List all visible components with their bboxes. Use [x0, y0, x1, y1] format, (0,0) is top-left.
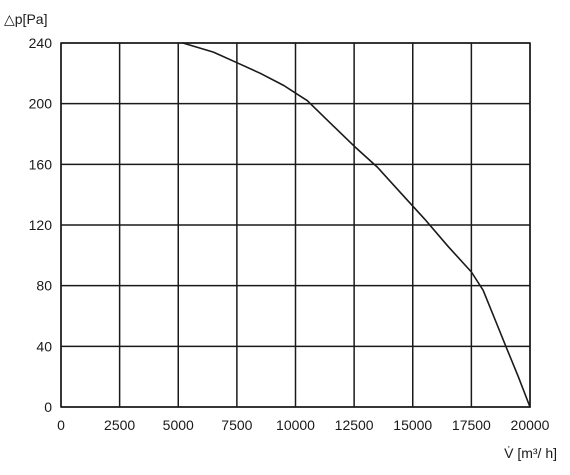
grid	[60, 42, 531, 408]
y-tick-label: 240	[29, 35, 53, 51]
x-axis-title: V̇ [m³/ h]	[504, 445, 557, 461]
y-axis-title: △p[Pa]	[4, 11, 47, 27]
y-tick-label: 160	[29, 156, 53, 172]
x-tick-label: 2500	[104, 417, 135, 433]
series-line	[182, 42, 531, 408]
x-tick-label: 12500	[335, 417, 374, 433]
y-tick-label: 0	[44, 399, 52, 415]
x-tick-label: 15000	[393, 417, 432, 433]
y-tick-label: 80	[36, 278, 52, 294]
y-tick-label: 120	[29, 217, 53, 233]
series-layer	[182, 42, 531, 408]
x-tick-label: 10000	[276, 417, 315, 433]
plot-frame	[60, 42, 531, 408]
x-tick-label: 7500	[221, 417, 252, 433]
x-tick-label: 0	[57, 417, 65, 433]
y-tick-label: 200	[29, 96, 53, 112]
x-tick-label: 5000	[163, 417, 194, 433]
y-tick-label: 40	[36, 338, 52, 354]
x-tick-label: 17500	[452, 417, 491, 433]
axis-ticks: 0 2500 5000 7500 10000 12500 15000 17500 20000 0 4…	[29, 35, 550, 433]
x-tick-label: 20000	[511, 417, 550, 433]
